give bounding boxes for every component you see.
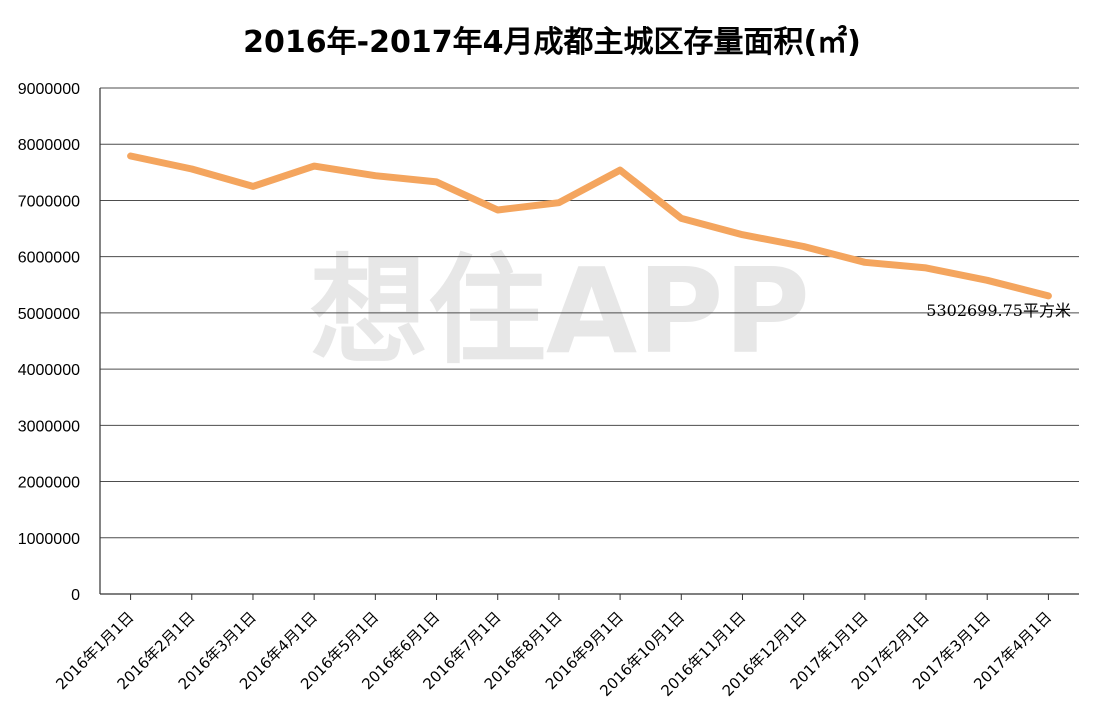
grid-layer: [100, 87, 1079, 539]
y-tick-label: 6000000: [18, 250, 80, 267]
data-point: [496, 209, 499, 212]
data-point: [251, 185, 254, 188]
y-tick-label: 8000000: [18, 137, 80, 154]
data-point: [374, 174, 377, 177]
data-point: [986, 279, 989, 282]
series-line: [127, 152, 1052, 300]
data-point: [802, 245, 805, 248]
data-point: [925, 266, 928, 269]
data-point: [741, 233, 744, 236]
series-layer: [127, 152, 1052, 300]
data-point: [1047, 294, 1050, 297]
data-point: [190, 167, 193, 170]
watermark-text: 想住APP: [310, 242, 810, 380]
data-label: 5302699.75平方米: [926, 301, 1071, 320]
data-point: [313, 165, 316, 168]
data-point: [680, 217, 683, 220]
y-tick-label: 2000000: [18, 475, 80, 492]
data-point: [557, 201, 560, 204]
data-point: [619, 169, 622, 172]
y-tick-label: 9000000: [18, 81, 80, 98]
y-tick-label: 4000000: [18, 362, 80, 379]
label-layer: 5302699.75平方米: [926, 301, 1071, 320]
y-tick-label: 3000000: [18, 418, 80, 435]
watermark-layer: 想住APP: [310, 242, 810, 380]
y-tick-label: 5000000: [18, 306, 80, 323]
y-tick-label: 7000000: [18, 193, 80, 210]
data-point: [863, 261, 866, 264]
data-point: [435, 180, 438, 183]
axis-layer: 0 1000000 2000000 3000000 4000000 5000000 6000…: [18, 81, 1079, 700]
data-point: [129, 155, 132, 158]
y-tick-label: 1000000: [18, 531, 80, 548]
chart-title: 2016年-2017年4月成都主城区存量面积(㎡): [243, 25, 861, 60]
y-tick-label: 0: [71, 587, 80, 604]
